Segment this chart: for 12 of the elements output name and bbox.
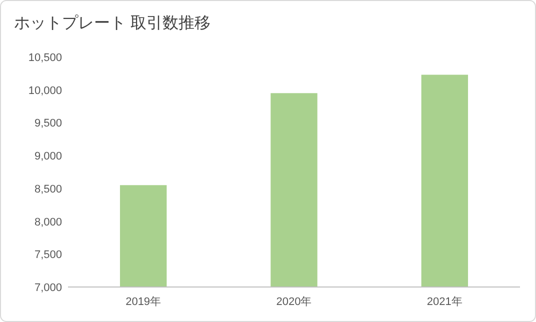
y-tick-label: 8,000 [34,216,62,228]
y-tick-label: 10,000 [28,84,62,97]
y-tick-label: 7,000 [34,282,62,294]
x-tick-label: 2020年 [276,296,312,308]
y-tick-label: 9,500 [34,118,62,130]
y-tick-label: 9,000 [34,150,62,163]
y-tick-label: 10,500 [28,52,62,64]
y-tick-label: 8,500 [34,183,62,196]
x-tick-label: 2019年 [126,296,162,308]
x-tick-label: 2021年 [426,296,462,308]
chart-title: ホットプレート 取引数推移 [14,14,210,32]
y-tick-label: 7,500 [34,249,62,262]
